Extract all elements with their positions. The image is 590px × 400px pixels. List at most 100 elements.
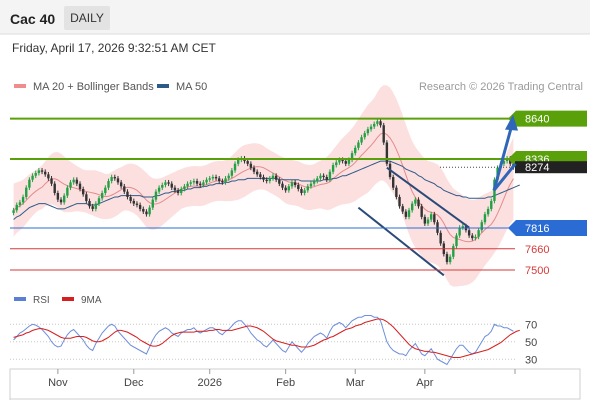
candle-body (246, 161, 249, 164)
candle-body (439, 232, 442, 244)
candle-body (66, 187, 69, 196)
candle-body (325, 177, 328, 180)
candle-body (107, 181, 110, 188)
candle-body (157, 187, 161, 192)
candle-body (170, 183, 173, 188)
candle-body (369, 126, 373, 130)
legend-swatch-ma50 (157, 84, 169, 88)
candle-body (420, 206, 423, 217)
candle-body (236, 159, 240, 164)
candle-body (53, 183, 56, 193)
candle-body (47, 174, 50, 179)
legend-label-ma50: MA 50 (176, 81, 207, 93)
candle-body (398, 196, 401, 207)
level-tag-pivot-7816 (508, 220, 587, 237)
candle-body (363, 133, 366, 138)
legend-swatch-ma20 (14, 84, 26, 88)
candle-body (490, 200, 493, 209)
candle-body (287, 186, 291, 191)
candle-body (249, 163, 253, 168)
candle-body (410, 203, 414, 211)
candle-body (81, 189, 85, 195)
projection-arrowhead (505, 114, 518, 131)
candle-body (85, 194, 88, 201)
candle-body (331, 165, 335, 172)
candle-body (290, 182, 294, 187)
projection-path (492, 124, 517, 192)
candle-body (322, 175, 325, 178)
candle-body (471, 235, 474, 239)
period-tab-daily[interactable]: DAILY (64, 6, 110, 30)
level-label-support-7500: 7500 (525, 265, 549, 277)
candle-body (15, 204, 18, 211)
candle-body (164, 182, 167, 186)
candle-body (366, 129, 370, 134)
candle-body (113, 177, 117, 179)
last-price-tag (515, 161, 587, 174)
level-tag-resistance-8640 (508, 110, 587, 127)
candle-body (126, 191, 129, 197)
candle-body (255, 171, 259, 175)
candle-body (132, 200, 135, 204)
candle-body (338, 159, 341, 163)
candle-body (312, 181, 316, 184)
candle-body (218, 178, 221, 182)
candle-body (392, 177, 395, 188)
candle-body (211, 177, 215, 179)
candle-body (221, 181, 224, 183)
candle-body (297, 185, 300, 189)
candle-body (357, 142, 360, 148)
candle-body (31, 175, 34, 180)
candle-body (233, 163, 237, 171)
candle-body (347, 159, 351, 164)
candle-body (154, 191, 158, 200)
candle-body (278, 179, 281, 184)
channel-upper-line (386, 166, 470, 229)
legend-label-ma20: MA 20 + Bollinger Bands (33, 81, 154, 93)
candle-body (195, 181, 199, 184)
rsi-tick-50: 50 (525, 337, 537, 349)
candle-body (309, 183, 313, 187)
candle-body (119, 182, 123, 187)
candle-body (293, 182, 297, 186)
candle-body (78, 183, 82, 189)
rsi-legend-label-rsi: RSI (33, 295, 50, 306)
candle-body (385, 142, 389, 164)
symbol-title: Cac 40 (10, 11, 56, 27)
candle-body (477, 230, 480, 237)
candle-body (335, 162, 338, 166)
level-label-pivot-7816: 7816 (525, 223, 549, 235)
candle-body (486, 208, 490, 215)
candle-body (161, 185, 164, 188)
candle-body (467, 230, 471, 236)
candle-body (436, 222, 439, 233)
candle-body (373, 123, 376, 127)
candle-body (354, 147, 357, 154)
rsi-line (13, 315, 514, 366)
x-tick-Apr: Apr (416, 377, 433, 389)
candle-body (401, 206, 404, 212)
candle-body (173, 187, 177, 191)
candle-body (148, 207, 151, 215)
candle-body (344, 161, 347, 164)
candle-body (300, 189, 303, 193)
x-tick-Feb: Feb (276, 377, 295, 389)
candle-body (72, 179, 75, 183)
timestamp: Friday, April 17, 2026 9:32:51 AM CET (12, 41, 216, 55)
candle-body (448, 256, 452, 263)
candle-body (40, 170, 44, 172)
candle-body (91, 206, 94, 209)
candle-body (34, 173, 37, 176)
candle-body (445, 254, 449, 263)
rsi-tick-70: 70 (525, 319, 537, 331)
candle-body (341, 159, 344, 162)
candle-body (167, 182, 170, 184)
candle-body (94, 203, 98, 209)
candle-body (224, 178, 227, 183)
candle-body (214, 177, 218, 179)
candle-body (192, 181, 196, 183)
candle-body (474, 236, 477, 239)
candle-body (382, 125, 385, 143)
candle-body (433, 214, 436, 223)
candle-body (404, 211, 408, 217)
